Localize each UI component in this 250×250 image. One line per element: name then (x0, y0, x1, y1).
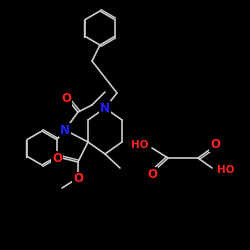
Text: O: O (52, 152, 62, 164)
Text: HO: HO (217, 165, 234, 175)
Text: O: O (61, 92, 71, 106)
Text: N: N (100, 102, 110, 114)
Text: HO: HO (132, 140, 149, 150)
Text: O: O (73, 172, 83, 186)
Text: O: O (210, 138, 220, 151)
Text: N: N (60, 124, 70, 136)
Text: O: O (147, 168, 157, 180)
